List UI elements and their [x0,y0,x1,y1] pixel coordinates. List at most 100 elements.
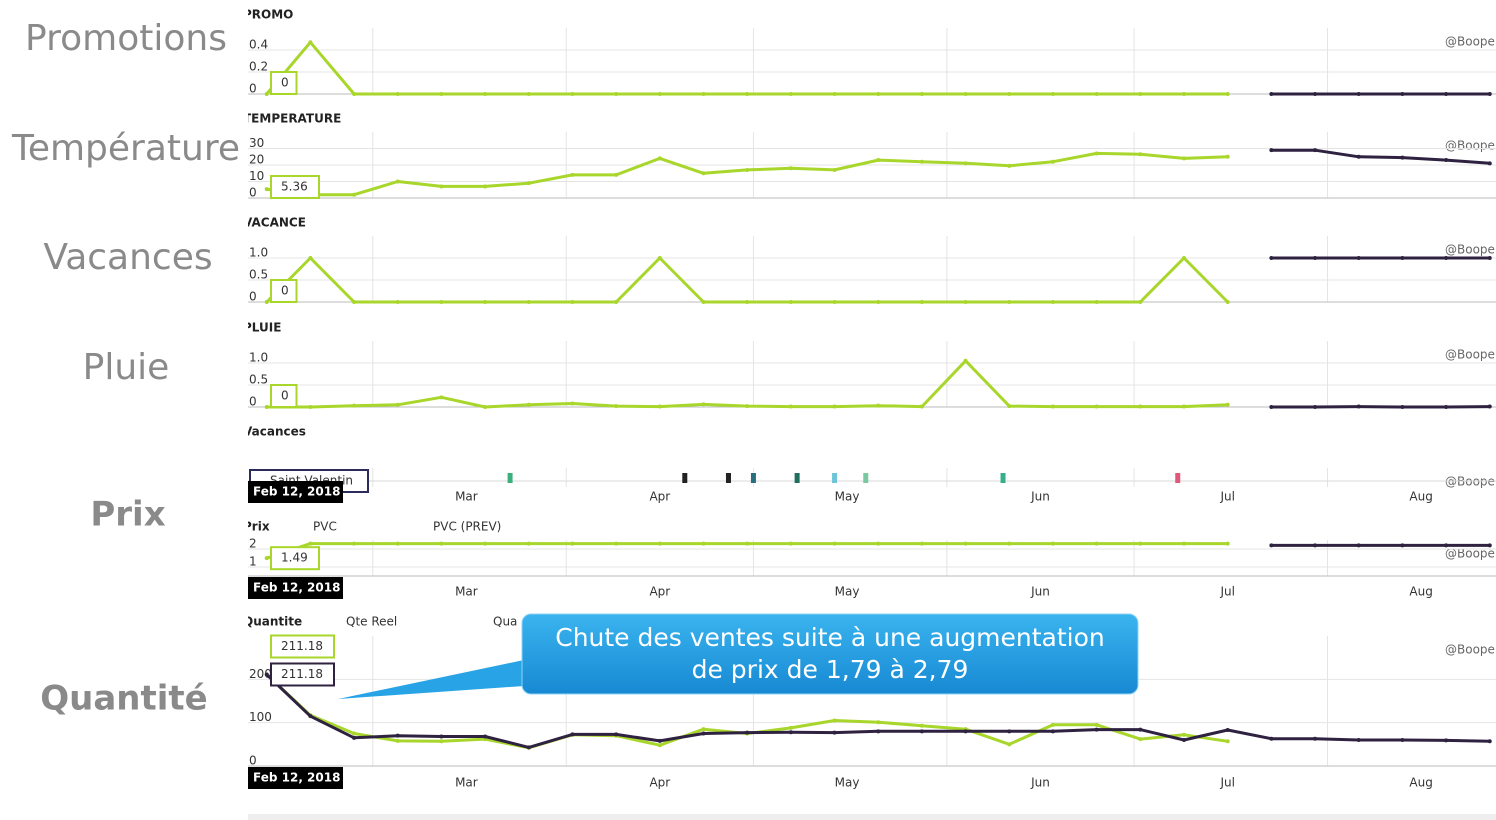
tooltip-box [270,71,298,95]
chart-title: VACANCE [243,216,306,230]
data-point [788,730,793,735]
data-point [1356,92,1361,96]
data-point [1138,92,1143,96]
data-point [1225,541,1230,546]
x-tick-label: Apr [649,490,670,504]
callout-box [521,613,1139,695]
data-point [352,403,357,408]
data-point [657,92,662,96]
section-label: Vacances [43,237,212,278]
data-point [701,541,706,546]
data-point [1050,729,1055,734]
section-label: Température [11,128,240,169]
x-tick-label: Aug [1409,776,1432,790]
data-point [745,404,750,409]
x-tick-label: Jun [1030,490,1050,504]
data-point [1313,148,1318,153]
chart-title: PLUIE [243,321,281,335]
data-point [1182,156,1186,161]
data-point [788,92,793,96]
data-point [1400,543,1405,548]
data-point [526,745,531,750]
tooltip-box [270,662,335,687]
data-point [570,300,575,304]
y-tick-label: 2 [249,537,257,551]
x-tick-label: Mar [455,585,478,599]
section-label: Prix [90,495,165,535]
data-point [919,729,924,734]
data-point [1138,541,1143,546]
data-point [1269,543,1274,548]
y-tick-label: 0 [249,186,257,200]
charts: PROMO@Boope00.20.40TEMPERATURE@Boope0102… [243,8,1496,790]
data-point [483,734,488,739]
tooltip-value: 211.18 [281,639,323,653]
data-point [1050,92,1055,96]
x-tick-label: May [835,776,860,790]
data-point [483,92,488,96]
legend-entry: Qte Reel [346,615,397,629]
x-tick-label: May [835,490,860,504]
section-label: Promotions [25,18,227,59]
data-point [1050,300,1055,304]
data-point [526,300,531,304]
watermark: @Boope [1445,139,1495,153]
data-point [308,40,313,45]
data-point [1138,727,1143,732]
x-tick-label: May [835,585,860,599]
data-point [264,187,269,192]
data-point [352,731,357,736]
data-point [264,556,269,561]
data-point [832,541,837,546]
data-point [1225,154,1230,159]
data-point [395,402,400,407]
data-point [1356,154,1361,159]
data-point [876,300,881,304]
event-marker [1175,473,1181,483]
data-point [483,405,488,409]
data-point [483,300,488,304]
y-tick-label: 20 [249,153,264,167]
tooltip-box [270,175,320,199]
data-point [788,725,793,730]
watermark: @Boope [1445,243,1495,257]
x-tick-label: Jun [1030,776,1050,790]
data-point [701,727,706,732]
data-point [1400,405,1405,409]
data-point [395,738,400,743]
data-point [352,541,357,546]
data-point [919,723,924,728]
bottom-strip [248,814,1496,820]
data-point [1182,738,1186,742]
data-point [1313,736,1318,741]
tooltip-value: 0 [281,76,289,90]
y-tick-label: 100 [249,710,272,724]
data-point [614,541,619,546]
data-point [919,541,924,546]
section-label: Quantité [40,679,207,719]
data-point [1356,738,1361,742]
x-tick-label: Aug [1409,585,1432,599]
data-point [1050,541,1055,546]
x-tick-label: Jul [1219,585,1234,599]
data-point [614,300,619,304]
callout-text: de prix de 1,79 à 2,79 [692,655,969,684]
data-point [832,718,837,723]
data-point [395,92,400,96]
data-point [1444,256,1449,260]
y-tick-label: 0.5 [249,373,268,387]
data-point [352,735,357,740]
data-point [745,92,750,96]
data-point [1007,300,1012,304]
data-point [526,402,531,407]
data-point [1094,722,1099,727]
data-point [1007,729,1012,734]
data-point [439,739,444,744]
event-marker [507,473,513,483]
data-point [1094,300,1099,304]
data-point [963,729,968,734]
data-point [308,714,313,719]
data-point [788,404,793,409]
data-point [1094,92,1099,96]
